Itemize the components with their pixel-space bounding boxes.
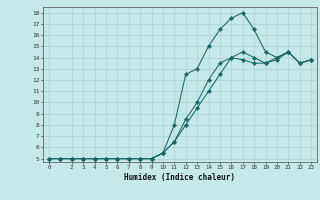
X-axis label: Humidex (Indice chaleur): Humidex (Indice chaleur) [124, 173, 236, 182]
